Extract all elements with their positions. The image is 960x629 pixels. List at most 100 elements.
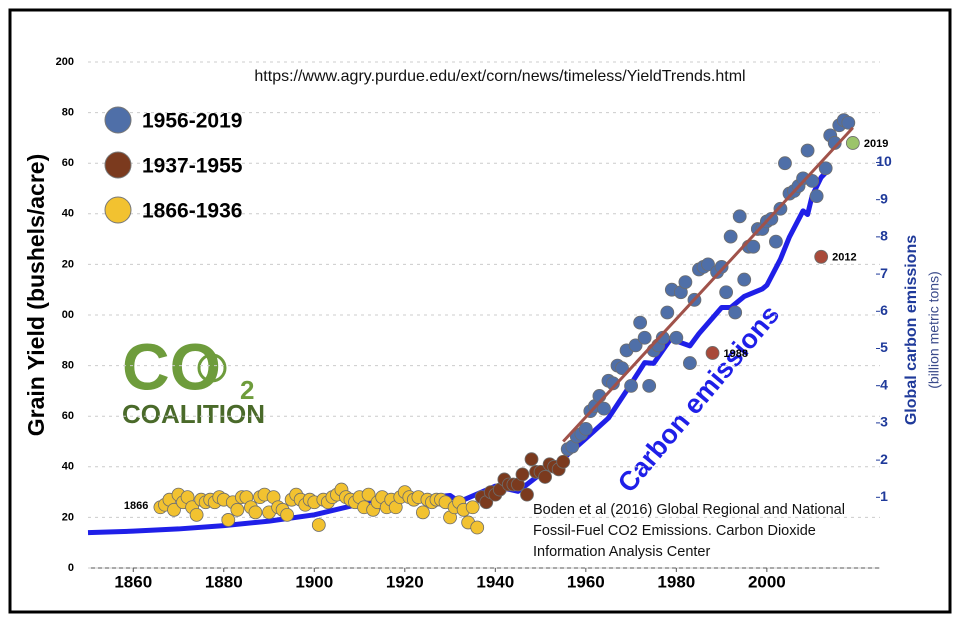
data-point bbox=[221, 513, 236, 527]
data-point bbox=[701, 257, 715, 272]
data-point bbox=[773, 201, 788, 216]
y-tick-label: 60 bbox=[62, 410, 74, 422]
data-point bbox=[524, 452, 539, 467]
x-tick-label: 1880 bbox=[205, 572, 243, 591]
legend-swatch bbox=[104, 151, 132, 179]
data-point bbox=[809, 189, 824, 203]
data-point bbox=[520, 487, 534, 502]
y2-axis-title: Global carbon emissions bbox=[903, 235, 920, 425]
frame bbox=[8, 8, 952, 614]
y-tick-label: 0 bbox=[68, 562, 74, 574]
y-tick-label: 20 bbox=[62, 258, 74, 270]
y2-tick-label: 8 bbox=[880, 228, 888, 244]
logo-name: COALITION bbox=[122, 399, 265, 429]
data-point bbox=[361, 487, 376, 502]
start-label: 1866 bbox=[124, 500, 148, 512]
y-tick-label: 40 bbox=[62, 208, 74, 220]
data-point bbox=[633, 315, 648, 330]
data-point bbox=[311, 518, 326, 532]
y-tick-label: 80 bbox=[62, 107, 74, 119]
data-point bbox=[818, 161, 833, 176]
highlight-label: 2019 bbox=[864, 138, 888, 150]
legend-swatch bbox=[104, 106, 132, 134]
x-tick-label: 1860 bbox=[114, 572, 152, 591]
data-point bbox=[732, 209, 747, 224]
data-point bbox=[723, 229, 738, 244]
y2-tick-label: 6 bbox=[880, 302, 888, 318]
x-tick-label: 1980 bbox=[657, 572, 695, 591]
data-point bbox=[655, 330, 670, 345]
data-point bbox=[719, 285, 734, 300]
trend-line bbox=[562, 126, 854, 443]
data-point bbox=[678, 275, 693, 290]
highlight-label: 2012 bbox=[832, 252, 856, 264]
citation-line: Fossil-Fuel CO2 Emissions. Carbon Dioxid… bbox=[533, 523, 816, 539]
y2-tick-label: 9 bbox=[880, 190, 888, 206]
data-point bbox=[624, 378, 638, 393]
y-tick-label: 00 bbox=[62, 309, 74, 321]
x-tick-label: 1940 bbox=[476, 572, 514, 591]
logo-sub: 2 bbox=[240, 375, 254, 405]
data-point bbox=[642, 378, 657, 393]
citation-line: Boden et al (2016) Global Regional and N… bbox=[533, 502, 845, 518]
highlight-point bbox=[845, 136, 860, 150]
data-point bbox=[778, 156, 792, 171]
y2-tick-label: 3 bbox=[880, 414, 888, 430]
y-tick-label: 40 bbox=[62, 461, 74, 473]
x-tick-label: 2000 bbox=[748, 572, 786, 591]
y2-tick-label: 5 bbox=[880, 339, 888, 355]
data-point bbox=[841, 115, 856, 130]
data-point bbox=[578, 421, 593, 436]
source-url: https://www.agry.purdue.edu/ext/corn/new… bbox=[254, 68, 745, 85]
logo-main: CO bbox=[122, 329, 221, 403]
data-point bbox=[538, 470, 552, 484]
data-point bbox=[683, 356, 697, 370]
data-point bbox=[465, 500, 480, 515]
logo-tree bbox=[197, 353, 227, 383]
data-point bbox=[746, 239, 761, 254]
y-tick-label: 60 bbox=[62, 157, 74, 169]
legend-swatch bbox=[104, 196, 132, 224]
data-point bbox=[637, 330, 652, 345]
legend-label: 1866-1936 bbox=[142, 200, 242, 223]
data-point bbox=[248, 505, 263, 520]
y2-tick-label: 7 bbox=[880, 265, 888, 281]
data-point bbox=[606, 376, 620, 391]
y2-axis-subtitle: (billion metric tons) bbox=[926, 271, 942, 388]
y-tick-label: 20 bbox=[62, 511, 74, 523]
highlight-point bbox=[814, 249, 829, 264]
data-point bbox=[660, 305, 675, 320]
data-point bbox=[167, 502, 181, 517]
data-point bbox=[470, 520, 485, 535]
data-point bbox=[669, 330, 684, 345]
data-point bbox=[728, 305, 743, 320]
y2-tick-label: 10 bbox=[876, 153, 892, 169]
data-point bbox=[628, 338, 643, 353]
y-tick-label: 80 bbox=[62, 360, 74, 372]
data-point bbox=[416, 505, 430, 520]
data-point bbox=[230, 502, 245, 517]
legend-label: 1937-1955 bbox=[142, 155, 243, 178]
data-point bbox=[189, 507, 204, 522]
data-point bbox=[714, 260, 729, 274]
x-tick-label: 1920 bbox=[386, 572, 424, 591]
data-point bbox=[556, 454, 571, 469]
data-point bbox=[737, 272, 752, 287]
data-point bbox=[515, 467, 530, 482]
data-point bbox=[769, 234, 783, 249]
highlight-label: 1988 bbox=[724, 348, 748, 360]
citation-line: Information Analysis Center bbox=[533, 544, 710, 560]
data-point bbox=[597, 401, 611, 416]
y2-tick-label: 2 bbox=[880, 451, 888, 467]
y2-tick-label: 4 bbox=[880, 376, 888, 392]
x-tick-label: 1960 bbox=[567, 572, 605, 591]
x-tick-label: 1900 bbox=[295, 572, 333, 591]
y-axis-title: Grain Yield (bushels/acre) bbox=[23, 154, 49, 437]
highlight-point bbox=[705, 346, 720, 360]
legend-label: 1956-2019 bbox=[142, 110, 242, 133]
data-point bbox=[800, 143, 815, 158]
data-point bbox=[280, 507, 295, 522]
y2-tick-label: 1 bbox=[880, 488, 888, 504]
y-tick-label: 200 bbox=[56, 56, 74, 68]
